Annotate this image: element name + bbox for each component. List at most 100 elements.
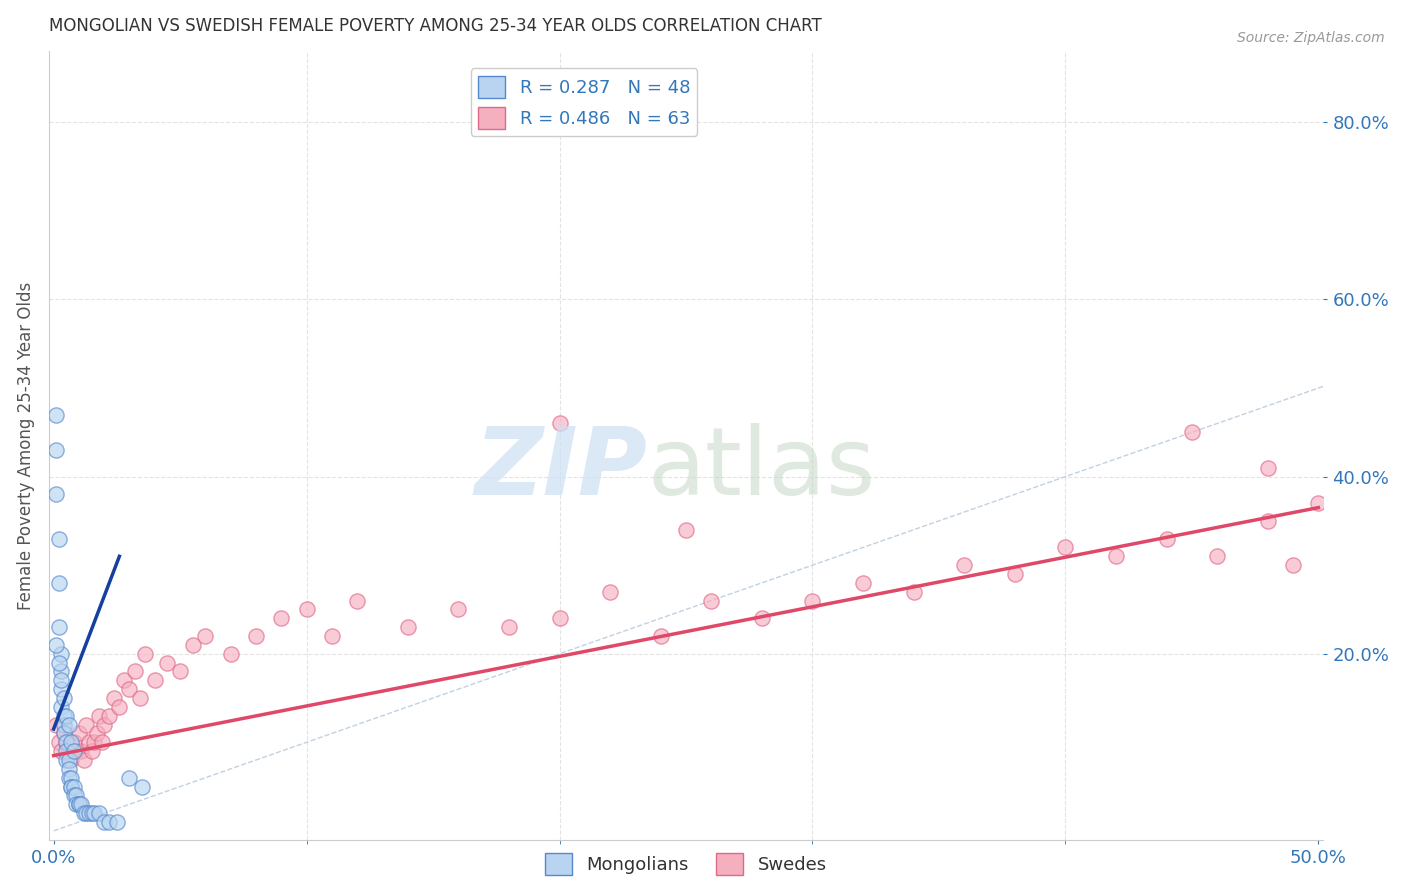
Point [51, 682, 73, 697]
Point [903, 584, 925, 599]
Point [953, 558, 976, 573]
Point [1054, 541, 1077, 555]
Point [48, 735, 70, 749]
Point [599, 584, 621, 599]
Point [77, 735, 100, 749]
Point [219, 647, 242, 661]
Point [650, 629, 672, 643]
Point [93, 717, 115, 731]
Point [63, 789, 86, 803]
Point [89, 708, 111, 723]
Point [55, 735, 77, 749]
Point [143, 673, 166, 688]
Point [86, 726, 108, 740]
Point [70, 797, 93, 812]
Point [48, 656, 70, 670]
Point [45, 443, 67, 458]
Point [105, 815, 128, 830]
Point [498, 620, 520, 634]
Point [73, 806, 96, 821]
Point [548, 611, 571, 625]
Point [55, 708, 77, 723]
Point [156, 656, 179, 670]
Point [270, 611, 292, 625]
Point [124, 665, 146, 679]
Point [83, 735, 105, 749]
Point [128, 691, 150, 706]
Point [51, 744, 73, 758]
Point [60, 780, 83, 794]
Point [245, 629, 267, 643]
Point [67, 797, 90, 812]
Point [52, 708, 75, 723]
Point [1257, 460, 1279, 475]
Point [58, 717, 80, 731]
Point [801, 593, 824, 607]
Point [114, 673, 136, 688]
Point [98, 708, 121, 723]
Point [108, 699, 131, 714]
Point [1308, 496, 1330, 510]
Point [67, 797, 90, 812]
Point [58, 753, 80, 767]
Point [118, 682, 141, 697]
Point [73, 753, 96, 767]
Point [52, 691, 75, 706]
Point [58, 771, 80, 785]
Point [48, 620, 70, 634]
Point [51, 699, 73, 714]
Point [52, 717, 75, 731]
Point [548, 417, 571, 431]
Point [60, 780, 83, 794]
Point [181, 638, 204, 652]
Legend: Mongolians, Swedes: Mongolians, Swedes [538, 846, 834, 882]
Point [751, 611, 773, 625]
Point [852, 575, 875, 590]
Point [295, 602, 318, 616]
Point [45, 408, 67, 422]
Point [80, 806, 103, 821]
Text: MONGOLIAN VS SWEDISH FEMALE POVERTY AMONG 25-34 YEAR OLDS CORRELATION CHART: MONGOLIAN VS SWEDISH FEMALE POVERTY AMON… [49, 17, 821, 35]
Point [55, 744, 77, 758]
Point [80, 744, 103, 758]
Point [65, 797, 87, 812]
Point [1181, 425, 1204, 440]
Point [63, 744, 86, 758]
Point [134, 647, 156, 661]
Text: Source: ZipAtlas.com: Source: ZipAtlas.com [1237, 31, 1385, 45]
Point [1105, 549, 1128, 564]
Point [83, 806, 105, 821]
Point [58, 762, 80, 776]
Point [93, 815, 115, 830]
Point [63, 735, 86, 749]
Y-axis label: Female Poverty Among 25-34 Year Olds: Female Poverty Among 25-34 Year Olds [17, 282, 35, 610]
Point [169, 665, 191, 679]
Point [1004, 567, 1026, 582]
Point [321, 629, 343, 643]
Point [396, 620, 419, 634]
Point [58, 744, 80, 758]
Point [51, 665, 73, 679]
Text: atlas: atlas [648, 424, 876, 516]
Point [1206, 549, 1229, 564]
Point [45, 638, 67, 652]
Point [90, 735, 112, 749]
Point [1156, 532, 1178, 546]
Point [675, 523, 697, 537]
Point [1257, 514, 1279, 528]
Point [67, 726, 90, 740]
Point [52, 726, 75, 740]
Point [45, 717, 67, 731]
Point [65, 744, 87, 758]
Point [60, 735, 83, 749]
Point [194, 629, 217, 643]
Point [48, 532, 70, 546]
Point [700, 593, 723, 607]
Point [70, 744, 93, 758]
Point [131, 780, 153, 794]
Point [51, 673, 73, 688]
Point [76, 806, 98, 821]
Point [48, 575, 70, 590]
Point [60, 771, 83, 785]
Text: ZIP: ZIP [475, 424, 648, 516]
